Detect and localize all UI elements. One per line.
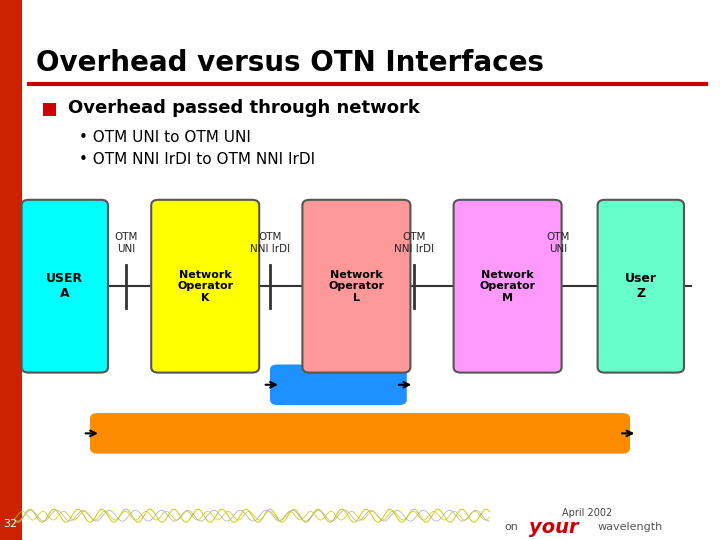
FancyBboxPatch shape [302,200,410,373]
Text: • OTM UNI to OTM UNI: • OTM UNI to OTM UNI [79,130,251,145]
Text: your: your [529,518,579,537]
Text: USER
A: USER A [46,272,84,300]
FancyBboxPatch shape [270,364,407,405]
Text: OTM
UNI: OTM UNI [114,232,138,254]
FancyBboxPatch shape [598,200,684,373]
Text: Overhead versus OTN Interfaces: Overhead versus OTN Interfaces [36,49,544,77]
Text: on: on [504,522,518,532]
FancyBboxPatch shape [151,200,259,373]
Text: Network
Operator
K: Network Operator K [177,269,233,303]
Text: User
Z: User Z [625,272,657,300]
FancyBboxPatch shape [22,200,108,373]
Text: 32: 32 [4,519,18,529]
FancyBboxPatch shape [454,200,562,373]
FancyBboxPatch shape [90,413,630,454]
Text: OTM
UNI: OTM UNI [546,232,570,254]
FancyBboxPatch shape [43,103,56,116]
Text: Overhead passed through network: Overhead passed through network [68,99,420,117]
Text: OTM
NNI IrDI: OTM NNI IrDI [250,232,290,254]
Text: • OTM NNI IrDI to OTM NNI IrDI: • OTM NNI IrDI to OTM NNI IrDI [79,152,315,167]
Text: wavelength: wavelength [598,522,663,532]
Text: Network
Operator
L: Network Operator L [328,269,384,303]
Text: Network
Operator
M: Network Operator M [480,269,536,303]
FancyBboxPatch shape [0,0,22,540]
Text: OTM
NNI IrDI: OTM NNI IrDI [394,232,434,254]
Text: April 2002: April 2002 [562,508,612,518]
